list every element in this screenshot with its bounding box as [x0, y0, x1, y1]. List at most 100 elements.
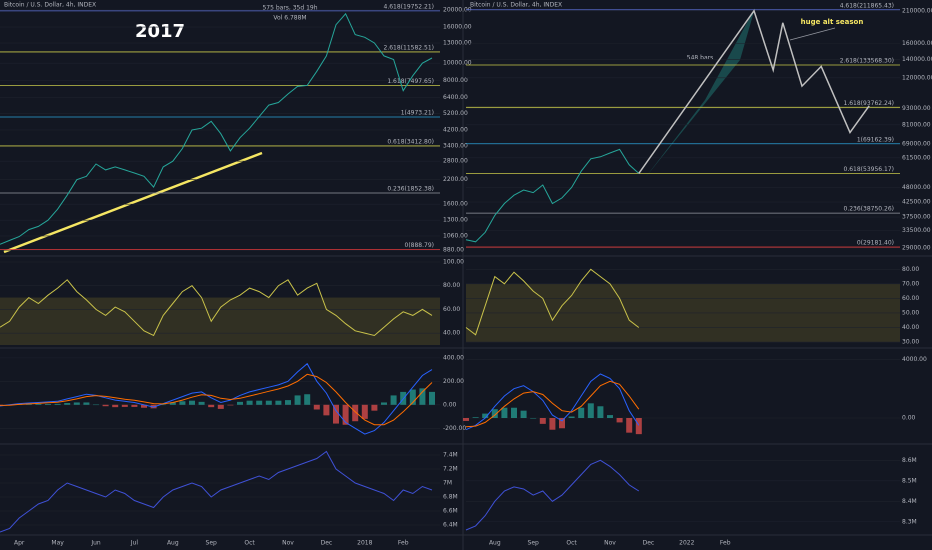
y-tick-label: 0.00: [443, 401, 457, 408]
fib-label: 1.618(93762.24): [844, 100, 895, 107]
y-tick-label: 1060.00: [443, 232, 468, 239]
histogram-bar: [419, 388, 426, 405]
histogram-bar: [217, 404, 224, 409]
histogram-bar: [381, 402, 387, 405]
y-tick-label: 6.8M: [443, 494, 458, 501]
y-tick-label: 20000.00: [443, 6, 472, 13]
histogram-bar: [607, 415, 613, 418]
fib-label: 0.236(38750.26): [844, 206, 895, 213]
series-line: [465, 268, 640, 336]
x-tick-label: 2018: [357, 540, 372, 547]
y-tick-label: 8.4M: [902, 498, 917, 505]
y-tick-label: 60.00: [443, 306, 460, 313]
x-tick-label: Feb: [720, 540, 731, 547]
histogram-bar: [549, 418, 556, 430]
fib-label: 1.618(7497.65): [387, 78, 434, 85]
histogram-bar: [333, 404, 339, 424]
y-tick-label: -200.00: [443, 425, 466, 432]
histogram-bar: [198, 401, 205, 405]
histogram-bar: [491, 409, 498, 418]
y-tick-label: 33500.00: [902, 227, 931, 234]
series-line: [0, 450, 433, 533]
series-line: [0, 373, 433, 426]
histogram-bar: [179, 401, 186, 405]
series-line: [0, 279, 433, 337]
x-tick-label: Sep: [206, 540, 218, 547]
fib-label: 1(4973.21): [401, 109, 434, 116]
y-tick-label: 4200.00: [443, 126, 468, 133]
histogram-bar: [246, 400, 253, 405]
series-line: [465, 380, 640, 428]
x-tick-label: Nov: [282, 540, 294, 547]
histogram-bar: [463, 418, 469, 421]
y-tick-label: 70.00: [902, 280, 919, 287]
y-tick-label: 200.00: [443, 378, 464, 385]
y-tick-label: 13000.00: [443, 40, 472, 47]
fib-label: 0.618(3412.80): [387, 138, 434, 145]
y-tick-label: 5200.00: [443, 110, 468, 117]
histogram-bar: [568, 416, 575, 418]
y-tick-label: 6.6M: [443, 508, 458, 515]
y-tick-label: 7.2M: [443, 466, 458, 473]
histogram-bar: [141, 404, 147, 408]
y-tick-label: 42500.00: [902, 199, 931, 206]
histogram-bar: [597, 406, 604, 418]
y-tick-label: 4000.00: [902, 356, 927, 363]
y-tick-label: 16000.00: [443, 24, 472, 31]
histogram-bar: [121, 404, 128, 407]
histogram-bar: [361, 404, 368, 419]
y-tick-label: 6.4M: [443, 522, 458, 529]
histogram-bar: [112, 404, 119, 408]
y-tick-label: 93000.00: [902, 105, 931, 112]
y-tick-label: 29000.00: [902, 244, 931, 251]
histogram-bar: [304, 394, 311, 405]
histogram-bar: [160, 404, 167, 406]
histogram-bar: [256, 400, 263, 405]
histogram-bar: [501, 407, 508, 418]
histogram-bar: [626, 418, 633, 433]
y-tick-label: 2800.00: [443, 158, 468, 165]
y-tick-label: 2200.00: [443, 176, 468, 183]
y-tick-label: 7.4M: [443, 452, 458, 459]
y-tick-label: 400.00: [443, 354, 464, 361]
histogram-bar: [616, 418, 623, 423]
y-tick-label: 880.00: [443, 247, 464, 254]
histogram-bar: [93, 404, 99, 406]
projection-line: [638, 9, 870, 174]
series-line: [465, 148, 640, 243]
x-tick-label: Apr: [14, 540, 25, 547]
histogram-bar: [323, 404, 330, 416]
histogram-bar: [352, 404, 359, 422]
y-tick-label: 81000.00: [902, 121, 931, 128]
x-tick-label: Aug: [167, 540, 179, 547]
histogram-bar: [313, 404, 320, 410]
y-tick-label: 0.00: [902, 415, 916, 422]
histogram-bar: [131, 404, 138, 407]
y-tick-label: 37500.00: [902, 214, 931, 221]
histogram-bar: [102, 404, 109, 407]
histogram-bar: [635, 418, 642, 435]
x-tick-label: Nov: [604, 540, 616, 547]
histogram-bar: [520, 410, 527, 418]
x-tick-label: Aug: [489, 540, 501, 547]
y-tick-label: 50.00: [902, 309, 919, 316]
x-tick-label: Jul: [130, 540, 139, 547]
y-tick-label: 10000.00: [443, 60, 472, 67]
histogram-bar: [227, 404, 234, 406]
x-tick-label: Feb: [398, 540, 409, 547]
histogram-bar: [189, 400, 195, 405]
x-tick-label: May: [51, 540, 64, 547]
histogram-bar: [45, 403, 51, 405]
histogram-bar: [530, 418, 537, 419]
histogram-bar: [342, 404, 349, 425]
series-line: [0, 12, 433, 245]
histogram-bar: [472, 417, 479, 418]
histogram-bar: [64, 403, 71, 405]
histogram-bar: [482, 413, 489, 418]
histogram-bar: [73, 402, 80, 405]
chart-title: Bitcoin / U.S. Dollar, 4h, INDEX: [470, 2, 562, 9]
annotation: huge alt season: [801, 18, 864, 26]
histogram-bar: [237, 401, 243, 405]
trendline: [3, 151, 263, 254]
